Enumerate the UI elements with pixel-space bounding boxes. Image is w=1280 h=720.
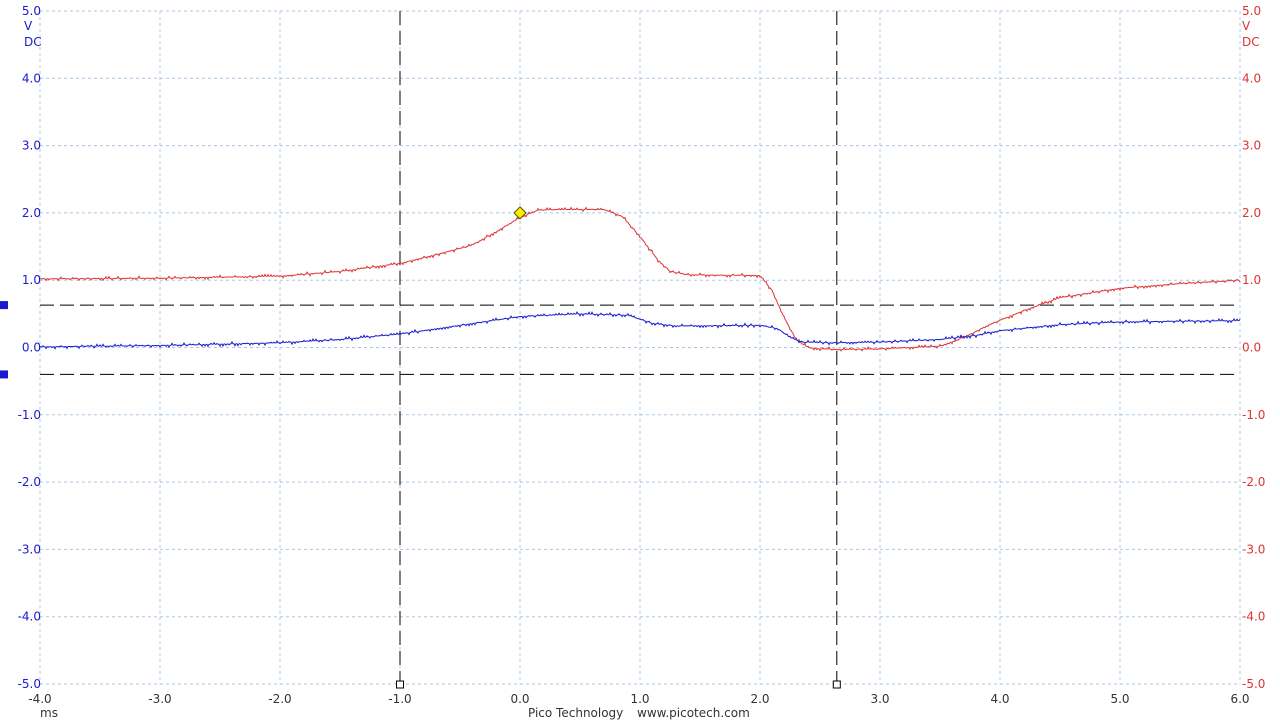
x-tick-label: -3.0 [148,692,171,706]
y-tick-label-right: 5.0 [1242,4,1261,18]
trace-red [39,206,1241,352]
y-tick-label-left: 0.0 [22,341,41,355]
x-tick-label: 2.0 [750,692,769,706]
x-tick-label: 4.0 [990,692,1009,706]
trigger-marker[interactable] [513,206,527,220]
x-tick-label: -1.0 [388,692,411,706]
y-tick-label-right: 2.0 [1242,206,1261,220]
rulers[interactable] [0,11,1240,689]
y-tick-label-left: 2.0 [22,206,41,220]
x-tick-label: 3.0 [870,692,889,706]
y-tick-label-left: 4.0 [22,71,41,85]
y-tick-label-right: -4.0 [1242,610,1265,624]
trace-blue [39,311,1241,350]
time-ruler-handle[interactable] [832,680,841,689]
signal-ruler-handle[interactable] [0,301,8,310]
x-tick-label: 0.0 [510,692,529,706]
y-tick-label-right: 3.0 [1242,139,1261,153]
y-tick-label-left: -5.0 [18,677,41,691]
y-tick-label-right: 4.0 [1242,71,1261,85]
x-axis-ticks: -4.0 -3.0 -2.0 -1.0 0.0 1.0 2.0 3.0 4.0 5.0 6.0 [28,692,1249,706]
left-axis-unit-dc: DC [24,35,42,49]
y-tick-label-left: -1.0 [18,408,41,422]
right-axis-ticks: 5.0 4.0 3.0 2.0 1.0 0.0 -1.0 -2.0 -3.0 -4.0 -5.0 [1242,4,1265,691]
y-tick-label-right: 1.0 [1242,273,1261,287]
x-axis-unit: ms [40,706,58,720]
y-tick-label-right: 0.0 [1242,341,1261,355]
y-tick-label-right: -5.0 [1242,677,1265,691]
footer-brand: Pico Technology [528,706,623,720]
x-tick-label: -2.0 [268,692,291,706]
x-tick-label: 1.0 [630,692,649,706]
y-tick-label-right: -2.0 [1242,475,1265,489]
x-tick-label: 6.0 [1230,692,1249,706]
left-axis-unit-v: V [24,19,33,33]
left-axis-ticks: 5.0 4.0 3.0 2.0 1.0 0.0 -1.0 -2.0 -3.0 -4.0 -5.0 [18,4,41,691]
x-tick-label: 5.0 [1110,692,1129,706]
y-tick-label-right: -1.0 [1242,408,1265,422]
y-tick-label-left: 1.0 [22,273,41,287]
traces [39,206,1241,352]
y-tick-label-left: 5.0 [22,4,41,18]
right-axis-unit-dc: DC [1242,35,1260,49]
markers[interactable] [513,206,527,220]
y-tick-label-left: 3.0 [22,139,41,153]
grid [39,10,1241,685]
footer-url: www.picotech.com [637,706,750,720]
x-tick-label: -4.0 [28,692,51,706]
right-axis-unit-v: V [1242,19,1251,33]
y-tick-label-left: -4.0 [18,610,41,624]
time-ruler-handle[interactable] [396,680,404,689]
y-tick-label-left: -3.0 [18,542,41,556]
y-tick-label-right: -3.0 [1242,542,1265,556]
signal-ruler-handle[interactable] [0,370,8,379]
y-tick-label-left: -2.0 [18,475,41,489]
